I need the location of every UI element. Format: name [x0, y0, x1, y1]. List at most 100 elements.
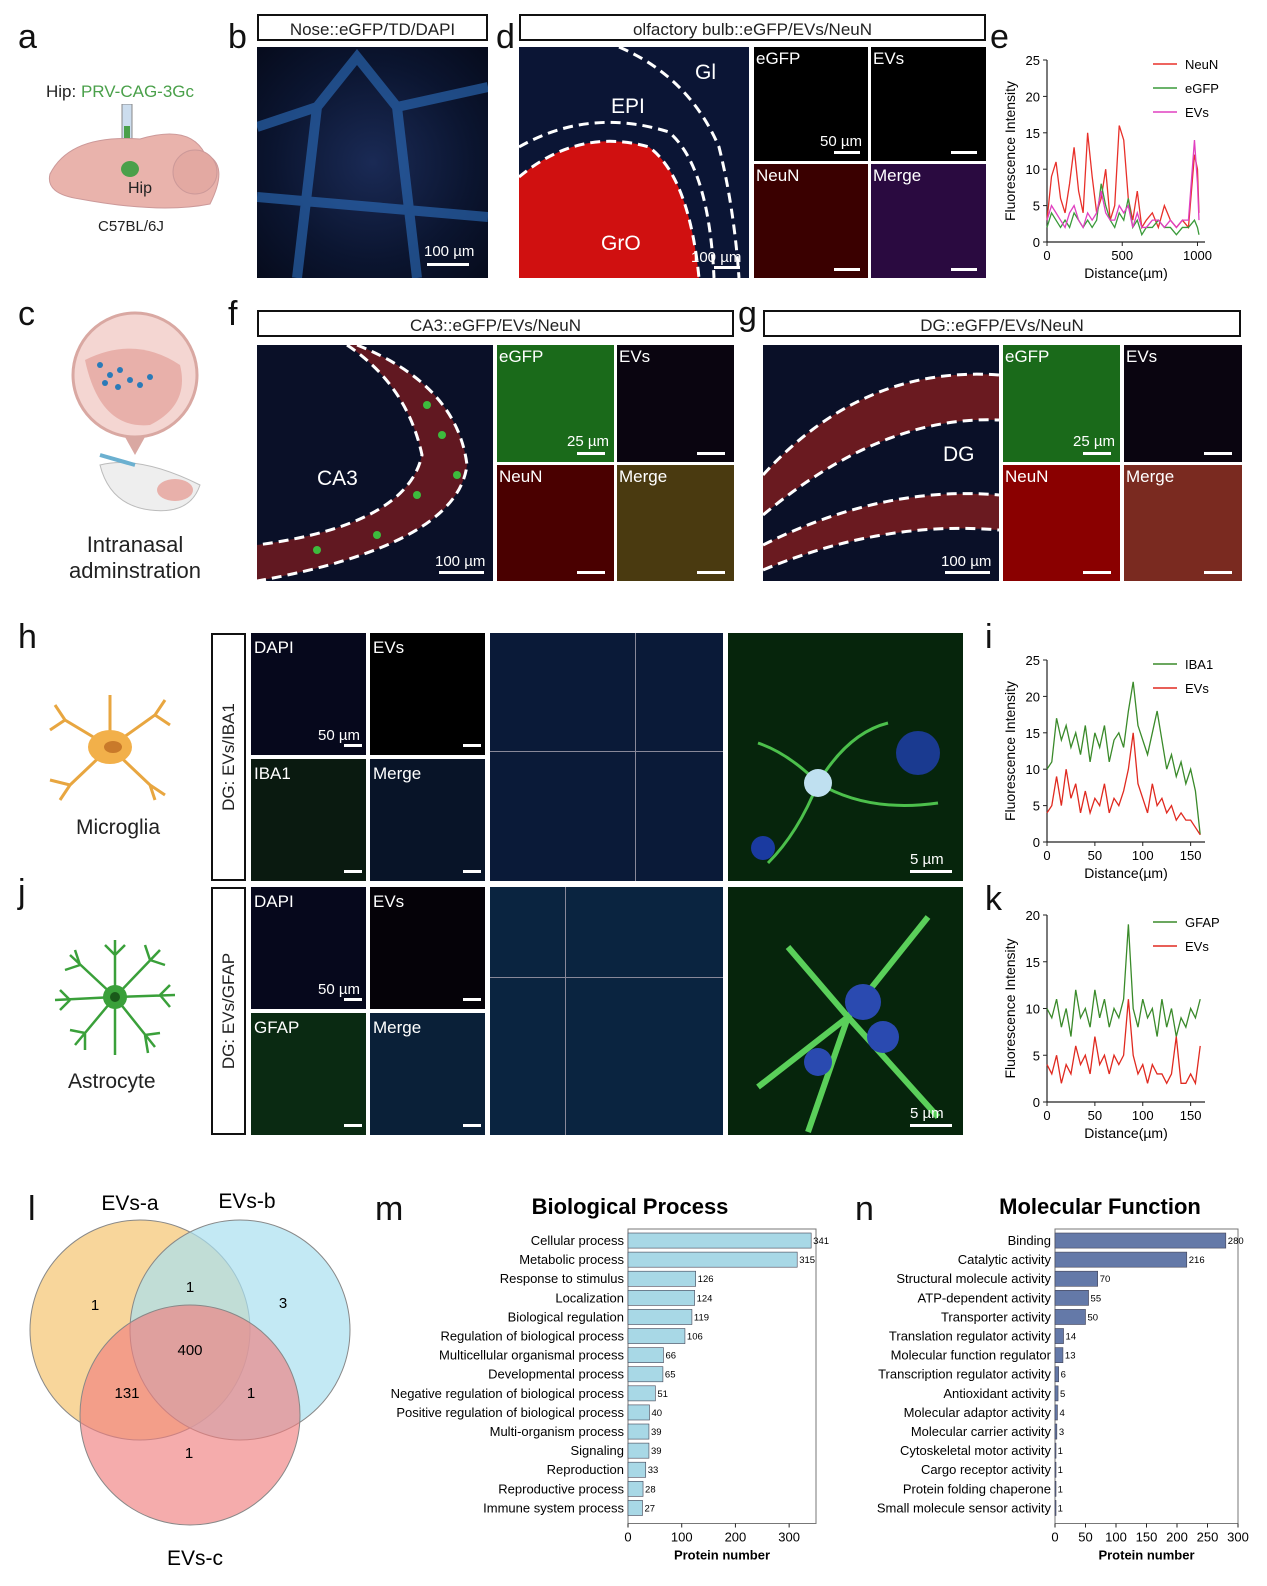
- y-tick-label: 15: [1026, 726, 1040, 741]
- bar: [627, 1270, 696, 1287]
- bar: [1054, 1232, 1227, 1249]
- bar-value-label: 315: [799, 1255, 815, 1266]
- y-axis-label: Fluorescence Intensity: [1002, 681, 1018, 821]
- x-tick-label: 0: [1043, 1108, 1050, 1123]
- y-tick-label: 5: [1033, 1048, 1040, 1063]
- bar: [627, 1366, 664, 1383]
- x-tick-label: 0: [1043, 248, 1050, 263]
- bar-value-label: 28: [645, 1484, 656, 1495]
- scale-bar: [834, 268, 860, 271]
- scale-bar: [1204, 452, 1232, 455]
- venn-ab: 1: [186, 1279, 194, 1296]
- x-tick-label: 150: [1180, 848, 1202, 863]
- category-label: Molecular function regulator: [891, 1348, 1052, 1363]
- bar-value-label: 5: [1060, 1389, 1065, 1400]
- venn-ac: 131: [114, 1385, 139, 1402]
- chart-title: Biological Process: [532, 1194, 729, 1219]
- y-tick-label: 0: [1033, 235, 1040, 250]
- panel-a-schematic: Hip: PRV-CAG-3Gc Hip C57BL/6J: [40, 70, 240, 250]
- y-tick-label: 10: [1026, 1002, 1040, 1017]
- panel-c-caption: Intranasal adminstration: [60, 532, 210, 584]
- inset-merge: Merge: [370, 759, 485, 881]
- inset-label: EVs: [373, 892, 405, 911]
- panel-letter-h: h: [18, 618, 37, 656]
- panel-letter-m: m: [375, 1190, 404, 1228]
- venn-abc: 400: [177, 1342, 202, 1359]
- panel-letter-a: a: [18, 18, 37, 56]
- bar-value-label: 4: [1059, 1408, 1064, 1419]
- category-label: Translation regulator activity: [889, 1329, 1052, 1344]
- panel-g-main-image: DG 100 µm: [763, 345, 999, 581]
- region-ca3: CA3: [317, 467, 358, 490]
- scale-label: 100 µm: [435, 553, 486, 570]
- bar: [1054, 1442, 1057, 1459]
- bar-value-label: 14: [1066, 1332, 1077, 1343]
- legend-label: IBA1: [1185, 657, 1213, 672]
- inset-label: IBA1: [254, 764, 291, 783]
- bar: [627, 1423, 650, 1440]
- y-tick-label: 10: [1026, 762, 1040, 777]
- y-tick-label: 15: [1026, 126, 1040, 141]
- legend-label: EVs: [1185, 681, 1209, 696]
- panel-letter-f: f: [228, 295, 238, 333]
- scale-label: 50 µm: [820, 133, 862, 150]
- bar: [627, 1442, 650, 1459]
- bar: [1054, 1328, 1064, 1344]
- bar-value-label: 1: [1058, 1465, 1063, 1476]
- panel-c-schematic: [40, 305, 230, 520]
- panel-f-main-image: CA3 100 µm: [257, 345, 493, 581]
- bar-value-label: 341: [813, 1236, 829, 1247]
- bar: [627, 1385, 656, 1402]
- scale-bar: [1083, 452, 1111, 455]
- y-tick-label: 5: [1033, 199, 1040, 214]
- scale-label: 5 µm: [910, 1105, 944, 1122]
- y-axis-label: Fluorescence Intensity: [1002, 938, 1018, 1078]
- category-label: Regulation of biological process: [440, 1329, 624, 1344]
- venn-diagram: EVs-a EVs-b EVs-c 1 1 3 400 131 1 1: [29, 1190, 351, 1570]
- category-label: Binding: [1008, 1233, 1051, 1248]
- panel-letter-k: k: [985, 880, 1002, 918]
- scale-label: 50 µm: [318, 727, 360, 744]
- bar-value-label: 40: [651, 1408, 662, 1419]
- inset-label: NeuN: [756, 166, 800, 185]
- region-hip: Hip: [128, 180, 153, 197]
- scale-bar: [697, 452, 725, 455]
- inset-egfp: eGFP 50 µm: [754, 47, 868, 161]
- y-tick-label: 20: [1026, 689, 1040, 704]
- inset-label: EVs: [373, 638, 405, 657]
- x-tick-label: 300: [778, 1530, 800, 1545]
- bar: [627, 1500, 643, 1516]
- category-label: Developmental process: [488, 1367, 624, 1382]
- category-label: Signaling: [571, 1443, 625, 1458]
- x-tick-label: 0: [1043, 848, 1050, 863]
- series-line-gfap: [1046, 924, 1201, 1037]
- inset-merge: Merge: [871, 164, 986, 278]
- scale-bar: [439, 571, 484, 574]
- inset-evs: EVs: [871, 47, 986, 161]
- panel-letter-d: d: [496, 18, 515, 56]
- inset-evs: EVs: [1124, 345, 1242, 462]
- legend-label: EVs: [1185, 105, 1209, 120]
- category-label: Metabolic process: [519, 1252, 624, 1267]
- bar: [1054, 1500, 1057, 1516]
- series-line-egfp: [1046, 183, 1200, 237]
- category-label: Catalytic activity: [958, 1252, 1052, 1267]
- x-tick-label: 0: [1051, 1530, 1058, 1545]
- bar-value-label: 39: [651, 1446, 662, 1457]
- panel-letter-g: g: [738, 295, 757, 333]
- category-label: Molecular adaptor activity: [904, 1405, 1052, 1420]
- bar-value-label: 126: [698, 1274, 714, 1285]
- scale-bar: [344, 998, 362, 1001]
- inset-merge: Merge: [370, 1013, 485, 1135]
- legend-label: EVs: [1185, 939, 1209, 954]
- scale-label: 25 µm: [1073, 433, 1115, 450]
- category-label: Protein folding chaperone: [903, 1481, 1051, 1496]
- inset-label: EVs: [873, 49, 905, 68]
- scale-bar: [463, 998, 481, 1001]
- region-epi: EPI: [611, 95, 645, 118]
- panel-h-side-label: DG: EVs/IBA1: [211, 633, 246, 881]
- scale-bar: [834, 151, 860, 154]
- legend-label: eGFP: [1185, 81, 1219, 96]
- strain-label: C57BL/6J: [98, 218, 164, 235]
- bar-value-label: 3: [1059, 1427, 1064, 1438]
